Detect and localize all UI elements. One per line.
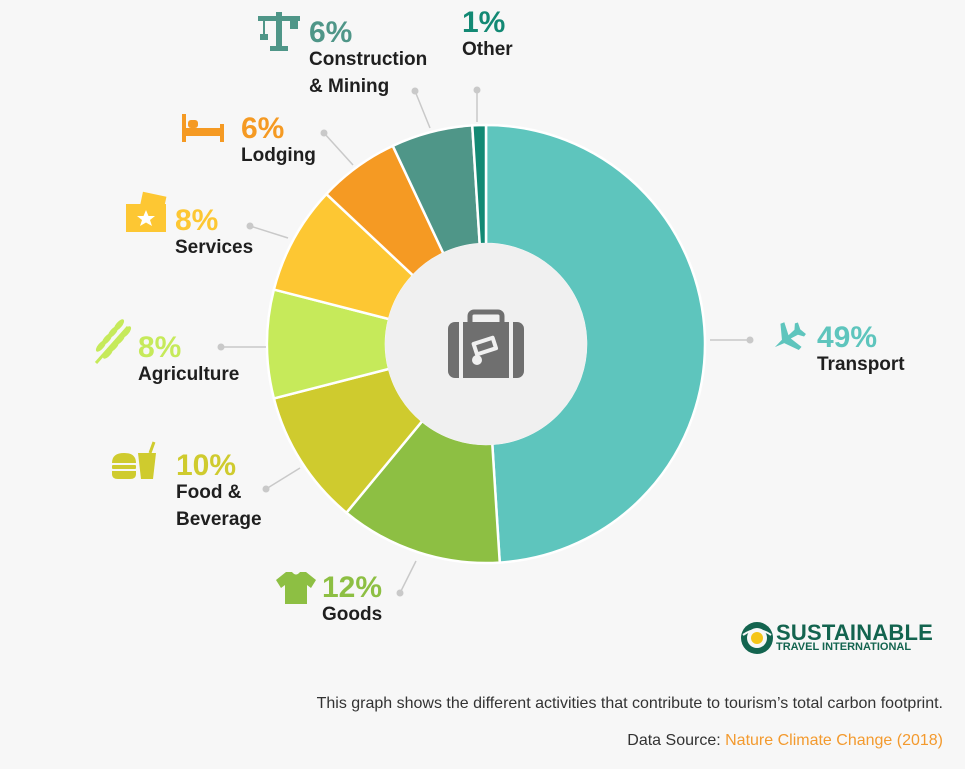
- category-label-food-and-beverage: Food &: [176, 482, 242, 503]
- ticket-icon: [126, 191, 167, 232]
- chart-slices: [265, 123, 707, 565]
- value-label-lodging: 6%: [241, 112, 284, 145]
- category-label-agriculture: Agriculture: [138, 364, 239, 385]
- slice-icons: [94, 12, 806, 604]
- leader-dot-other: [473, 86, 481, 94]
- leader-line-construction-and-mining: [414, 90, 431, 129]
- category-label-transport: Transport: [817, 354, 905, 375]
- category-label-construction-and-mining: & Mining: [309, 76, 389, 97]
- tshirt-icon: [276, 572, 316, 604]
- value-label-other: 1%: [462, 6, 505, 39]
- value-label-goods: 12%: [322, 571, 382, 604]
- leader-dot-food-and-beverage: [262, 485, 270, 493]
- category-label-other: Other: [462, 39, 513, 60]
- leader-dot-transport: [746, 336, 754, 344]
- burger-drink-icon: [112, 441, 156, 479]
- value-label-services: 8%: [175, 204, 218, 237]
- value-label-transport: 49%: [817, 321, 877, 354]
- airplane-icon: [774, 322, 806, 350]
- leader-dot-lodging: [320, 129, 328, 137]
- logo-subtitle: TRAVEL INTERNATIONAL: [776, 641, 912, 653]
- category-label-food-and-beverage: Beverage: [176, 509, 262, 530]
- leader-lines: [217, 86, 754, 597]
- value-label-construction-and-mining: 6%: [309, 16, 352, 49]
- logo-title: SUSTAINABLE: [776, 620, 934, 645]
- leader-dot-agriculture: [217, 343, 225, 351]
- brand-logo: SUSTAINABLE TRAVEL INTERNATIONAL: [740, 620, 933, 656]
- suitcase-icon: [448, 309, 524, 378]
- leader-dot-services: [246, 222, 254, 230]
- leader-line-food-and-beverage: [265, 467, 301, 490]
- chart-caption: This graph shows the different activitie…: [316, 695, 943, 712]
- leader-dot-construction-and-mining: [411, 87, 419, 95]
- value-label-food-and-beverage: 10%: [176, 449, 236, 482]
- category-label-services: Services: [175, 237, 253, 258]
- leader-dot-goods: [396, 589, 404, 597]
- crane-icon: [258, 12, 300, 51]
- data-source-prefix: Data Source:: [627, 732, 726, 749]
- wheat-icon: [94, 319, 132, 364]
- bed-icon: [182, 114, 224, 142]
- data-source: Data Source: Nature Climate Change (2018…: [627, 732, 943, 750]
- category-label-lodging: Lodging: [241, 145, 316, 166]
- value-label-agriculture: 8%: [138, 331, 181, 364]
- data-source-link[interactable]: Nature Climate Change (2018): [725, 732, 943, 749]
- category-label-construction-and-mining: Construction: [309, 49, 427, 70]
- leader-line-lodging: [323, 132, 354, 166]
- category-label-goods: Goods: [322, 604, 382, 625]
- leader-line-goods: [399, 560, 417, 594]
- leader-line-services: [249, 225, 289, 239]
- logo-globe-icon: [741, 622, 773, 654]
